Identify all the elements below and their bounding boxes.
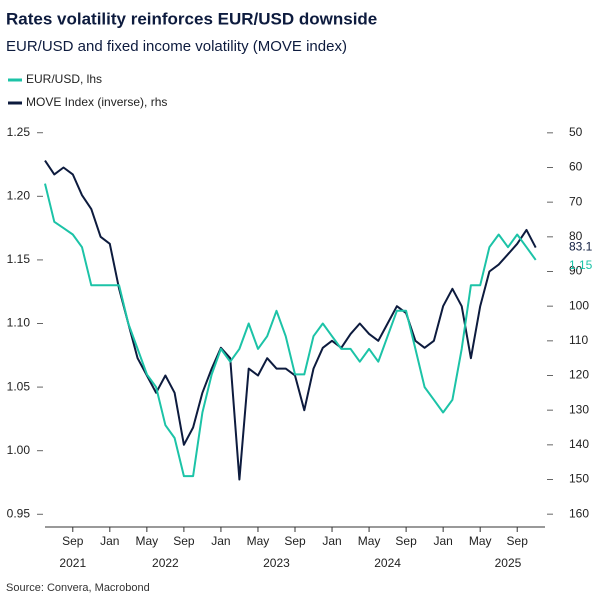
x-year-label: 2022	[152, 556, 179, 570]
series-line	[44, 160, 537, 481]
x-tick-label: Sep	[507, 534, 529, 548]
series-line	[44, 183, 537, 478]
x-tick-label: Jan	[100, 534, 119, 548]
y2-tick-label: 120	[569, 368, 589, 382]
x-year-label: 2024	[374, 556, 401, 570]
y-tick-label: 1.15	[7, 252, 31, 266]
y-tick-label: 0.95	[7, 506, 31, 520]
y2-tick-label: 100	[569, 298, 589, 312]
legend-label: MOVE Index (inverse), rhs	[26, 95, 167, 109]
legend-label: EUR/USD, lhs	[26, 72, 102, 86]
y2-tick-label: 80	[569, 229, 583, 243]
y2-tick-label: 130	[569, 402, 589, 416]
y2-tick-label: 70	[569, 194, 583, 208]
end-value-label: 1.15	[569, 258, 593, 272]
x-tick-label: May	[469, 534, 492, 548]
y2-tick-label: 140	[569, 437, 589, 451]
y-tick-label: 1.10	[7, 316, 31, 330]
x-tick-label: Jan	[211, 534, 230, 548]
x-tick-label: Sep	[395, 534, 417, 548]
y2-tick-label: 160	[569, 506, 589, 520]
y2-tick-label: 60	[569, 160, 583, 174]
y-tick-label: 1.25	[7, 125, 31, 139]
x-tick-label: May	[247, 534, 270, 548]
y2-tick-label: 50	[569, 125, 583, 139]
chart-title: Rates volatility reinforces EUR/USD down…	[6, 9, 377, 28]
end-value-label: 83.1	[569, 240, 593, 254]
x-year-label: 2023	[263, 556, 290, 570]
chart-subtitle: EUR/USD and fixed income volatility (MOV…	[6, 38, 347, 55]
x-year-label: 2025	[495, 556, 522, 570]
y-tick-label: 1.20	[7, 188, 31, 202]
x-tick-label: Sep	[284, 534, 306, 548]
y2-tick-label: 90	[569, 264, 583, 278]
x-year-label: 2021	[59, 556, 86, 570]
x-tick-label: Sep	[173, 534, 195, 548]
x-tick-label: Jan	[322, 534, 341, 548]
y-tick-label: 1.00	[7, 443, 31, 457]
x-tick-label: May	[358, 534, 381, 548]
source-note: Source: Convera, Macrobond	[6, 582, 150, 594]
y-tick-label: 1.05	[7, 379, 31, 393]
x-tick-label: Sep	[62, 534, 84, 548]
x-tick-label: May	[136, 534, 159, 548]
y2-tick-label: 110	[569, 333, 588, 347]
y2-tick-label: 150	[569, 472, 589, 486]
x-tick-label: Jan	[433, 534, 452, 548]
